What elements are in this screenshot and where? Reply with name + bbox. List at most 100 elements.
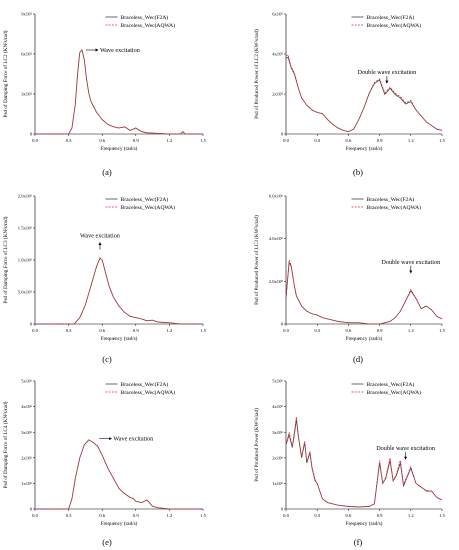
y-tick-label: 4x10⁶	[272, 404, 283, 409]
panel-caption: (e)	[102, 537, 112, 547]
legend-label: Braceless_Wec(AQWA)	[121, 204, 176, 211]
y-axis-label: Psd of Damping Force of LC4 (KN²s/rad)	[2, 401, 9, 488]
annotation-label: Wave excitation	[80, 233, 120, 240]
y-tick-label: 3x10⁵	[21, 92, 32, 97]
y-tick-label: 4.0x10⁶	[269, 236, 284, 241]
y-tick-label: 2.0x10⁶	[269, 279, 284, 284]
x-tick-label: 1.5	[439, 328, 445, 333]
x-tick-label: 1.5	[439, 513, 445, 518]
y-tick-label: 3x10⁶	[21, 430, 32, 435]
y-tick-label: 2x10⁶	[272, 455, 283, 460]
x-tick-label: 0.9	[377, 328, 383, 333]
x-tick-label: 0.6	[346, 138, 352, 143]
y-tick-label: 4x10⁶	[21, 404, 32, 409]
chart-panel-e: 0.0 0.3 0.6 0.9 1.2 1.5 0 1x10⁶ 2x10⁶ 3x10⁶ 4x10⁶ 5…	[2, 379, 207, 547]
y-tick-label: 0	[281, 132, 284, 137]
y-tick-label: 0	[30, 322, 33, 327]
y-tick-label: 0	[281, 507, 284, 512]
legend-label: Braceless_Wec(AQWA)	[367, 204, 422, 211]
y-tick-label: 9x10⁵	[21, 12, 32, 17]
x-tick-label: 0.3	[314, 328, 320, 333]
legend-label: Braceless_Wec(AQWA)	[367, 389, 422, 396]
y-tick-label: 1.5x10⁶	[18, 226, 33, 231]
chart-panel-f: 0.0 0.3 0.6 0.9 1.2 1.5 0 1x10⁶ 2x10⁶ 3x10⁶ 4x10⁶ 5…	[253, 379, 446, 547]
x-tick-label: 0.6	[99, 513, 105, 518]
x-tick-label: 0.0	[283, 328, 289, 333]
x-tick-label: 1.2	[408, 138, 414, 143]
x-tick-label: 0.3	[314, 138, 320, 143]
panel-caption: (a)	[102, 167, 112, 177]
series-line-aqwa	[35, 257, 203, 325]
series-line-f2a	[35, 49, 203, 135]
legend-label: Braceless_Wec(F2A)	[367, 14, 415, 21]
y-tick-label: 2.0x10⁶	[18, 194, 33, 199]
x-tick-label: 0.6	[99, 328, 105, 333]
y-tick-label: 3x10⁶	[272, 430, 283, 435]
y-tick-label: 0	[30, 132, 33, 137]
x-tick-label: 0.0	[32, 138, 38, 143]
x-tick-label: 1.2	[167, 513, 173, 518]
series-line-aqwa	[285, 416, 443, 508]
legend-label: Braceless_Wec(F2A)	[121, 14, 169, 21]
series-line-aqwa	[35, 49, 203, 135]
y-tick-label: 6x10⁵	[272, 12, 283, 17]
x-tick-label: 0.9	[133, 328, 139, 333]
series-line-aqwa	[285, 259, 443, 325]
legend-label: Braceless_Wec(F2A)	[367, 196, 415, 203]
x-tick-label: 0.3	[66, 328, 72, 333]
x-tick-label: 0.9	[377, 138, 383, 143]
chart-panel-d: 0.0 0.3 0.6 0.9 1.2 1.5 0 2.0x10⁶ 4.0x10⁶ 6.0x10⁶…	[253, 194, 446, 364]
x-axis-label: Frequency (rad/s)	[101, 520, 138, 527]
annotation-label: Wave excitation	[113, 436, 153, 443]
annotation-label: Wave excitation	[100, 47, 140, 54]
y-tick-label: 5.0x10⁵	[18, 290, 33, 295]
x-tick-label: 0.6	[346, 513, 352, 518]
x-tick-label: 0.0	[32, 513, 38, 518]
y-tick-label: 4x10⁵	[272, 52, 283, 57]
panel-caption: (b)	[353, 167, 363, 177]
legend-label: Braceless_Wec(AQWA)	[121, 389, 176, 396]
legend-label: Braceless_Wec(AQWA)	[121, 22, 176, 29]
series-line-f2a	[285, 261, 443, 325]
y-axis-label: Psd of Damping Force of LC3 (KN²s/rad)	[2, 216, 9, 303]
legend-label: Braceless_Wec(F2A)	[121, 196, 169, 203]
x-tick-label: 0.0	[32, 328, 38, 333]
x-tick-label: 1.5	[200, 328, 206, 333]
annotation-label: Double wave excitation	[381, 259, 440, 266]
y-axis-label: Psd of Produced Power (KW²s/rad)	[253, 408, 260, 482]
legend-label: Braceless_Wec(AQWA)	[367, 22, 422, 29]
x-tick-label: 0.3	[66, 138, 72, 143]
x-tick-label: 0.9	[377, 513, 383, 518]
y-axis-label: Psd of Damping Force of LC2 (KN²s/rad)	[2, 30, 9, 117]
annotation-label: Double wave excitation	[357, 69, 416, 76]
y-tick-label: 5x10⁶	[21, 379, 32, 384]
y-tick-label: 1.0x10⁶	[18, 258, 33, 263]
chart-panel-b: 0.0 0.3 0.6 0.9 1.2 1.5 0 2x10⁵ 4x10⁵ 6x10⁵ Freque…	[253, 12, 446, 177]
x-tick-label: 0.0	[283, 513, 289, 518]
series-line-f2a	[285, 419, 443, 508]
y-tick-label: 6x10⁵	[21, 52, 32, 57]
annotation-label: Double wave excitation	[376, 445, 435, 452]
x-axis-label: Frequency (rad/s)	[101, 145, 138, 152]
series-line-f2a	[35, 439, 203, 510]
y-axis-label: Psd of Produced Power of LC3 (KW²s/rad)	[253, 215, 260, 305]
x-tick-label: 0.3	[66, 513, 72, 518]
x-axis-label: Frequency (rad/s)	[346, 520, 383, 527]
y-tick-label: 2x10⁵	[272, 92, 283, 97]
panel-caption: (f)	[354, 537, 363, 547]
x-tick-label: 1.5	[200, 138, 206, 143]
chart-panel-c: 0.0 0.3 0.6 0.9 1.2 1.5 0 5.0x10⁵ 1.0x10⁶ 1.5x10⁶…	[2, 194, 207, 364]
y-tick-label: 1x10⁶	[21, 481, 32, 486]
x-axis-label: Frequency (rad/s)	[346, 335, 383, 342]
x-tick-label: 1.2	[408, 513, 414, 518]
x-tick-label: 1.5	[200, 513, 206, 518]
x-tick-label: 0.6	[346, 328, 352, 333]
x-tick-label: 1.2	[408, 328, 414, 333]
x-tick-label: 1.5	[439, 138, 445, 143]
legend-label: Braceless_Wec(F2A)	[367, 381, 415, 388]
x-tick-label: 1.2	[167, 328, 173, 333]
x-tick-label: 0.3	[314, 513, 320, 518]
x-axis-label: Frequency (rad/s)	[346, 145, 383, 152]
series-line-aqwa	[285, 54, 443, 133]
